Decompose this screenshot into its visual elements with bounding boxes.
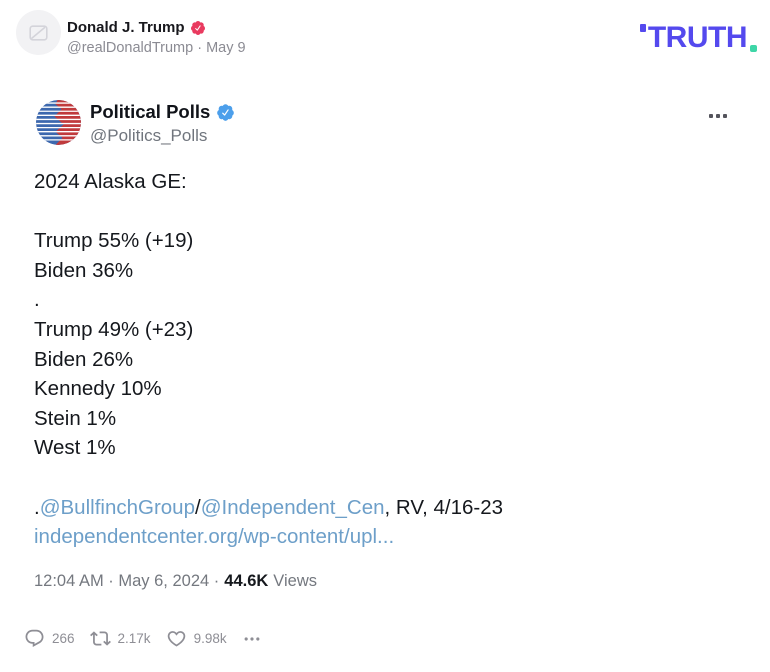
reposter-name-row[interactable]: Donald J. Trump xyxy=(67,19,206,36)
truth-social-logo: TRUTH xyxy=(639,21,757,54)
reposter-name: Donald J. Trump xyxy=(67,19,185,36)
body-line: Trump 49% (+23) xyxy=(34,317,194,341)
broken-image-icon xyxy=(29,24,48,41)
reply-button[interactable]: 266 xyxy=(24,628,75,649)
quoted-author-avatar[interactable] xyxy=(36,100,81,145)
like-button[interactable]: 9.98k xyxy=(166,628,227,649)
more-options-button[interactable] xyxy=(709,114,727,118)
body-line: Biden 26% xyxy=(34,347,134,371)
more-actions-button[interactable] xyxy=(242,629,262,649)
mention-link[interactable]: @Independent_Cen xyxy=(200,495,385,519)
ellipsis-icon xyxy=(709,114,713,118)
body-line: . xyxy=(34,288,40,312)
verified-badge-icon xyxy=(217,103,235,121)
source-line: .@BullfinchGroup/@Independent_Cen, RV, 4… xyxy=(34,493,744,523)
mention-link[interactable]: @BullfinchGroup xyxy=(39,495,195,519)
quoted-author-handle: @Politics_Polls xyxy=(90,126,208,145)
body-line xyxy=(34,197,744,227)
body-line: Trump 55% (+19) xyxy=(34,229,194,253)
body-line: Biden 36% xyxy=(34,258,134,282)
quoted-author-name: Political Polls xyxy=(90,101,211,122)
source-prefix: . xyxy=(34,495,40,519)
body-line: West 1% xyxy=(34,436,116,460)
repost-count: 2.17k xyxy=(117,631,151,646)
repost-icon xyxy=(89,631,111,646)
action-bar: 266 2.17k 9.98k xyxy=(24,628,262,649)
post-body: 2024 Alaska GE: Trump 55% (+19) Biden 36… xyxy=(34,167,744,552)
timestamp: 12:04 AM · May 6, 2024 · xyxy=(34,572,220,590)
reply-count: 266 xyxy=(52,631,75,646)
body-line: Kennedy 10% xyxy=(34,377,162,401)
body-line: 2024 Alaska GE: xyxy=(34,170,187,193)
reposter-handle: @realDonaldTrump · May 9 xyxy=(67,40,246,56)
body-line xyxy=(34,463,744,493)
logo-dot xyxy=(750,45,757,52)
repost-button[interactable]: 2.17k xyxy=(89,628,151,649)
body-line: Stein 1% xyxy=(34,406,117,430)
logo-text: TRUTH xyxy=(647,21,748,54)
verified-badge-icon xyxy=(190,20,205,35)
ellipsis-icon xyxy=(244,636,260,641)
views-label: Views xyxy=(273,572,318,590)
source-separator: / xyxy=(194,495,201,519)
heart-icon xyxy=(167,631,185,647)
logo-tick-mark xyxy=(639,24,646,32)
url-line: independentcenter.org/wp-content/upl... xyxy=(34,522,744,552)
political-polls-avatar-icon xyxy=(36,100,81,145)
like-count: 9.98k xyxy=(193,631,227,646)
source-suffix: , RV, 4/16-23 xyxy=(384,495,504,519)
url-link[interactable]: independentcenter.org/wp-content/upl... xyxy=(34,525,395,549)
reply-icon xyxy=(25,629,44,647)
views-count: 44.6K xyxy=(224,572,269,590)
reposter-avatar[interactable] xyxy=(16,10,61,55)
post-meta: 12:04 AM · May 6, 2024 · 44.6K Views xyxy=(34,572,317,591)
quoted-author-row[interactable]: Political Polls xyxy=(90,101,235,123)
